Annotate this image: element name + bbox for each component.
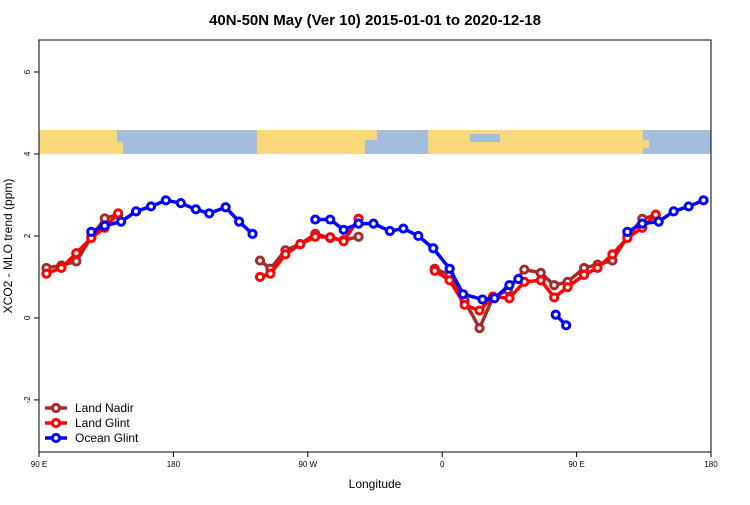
legend-swatch-point [50,402,62,414]
point [474,305,485,316]
point [325,232,336,243]
legend-label: Land Nadir [75,401,134,415]
point [398,223,409,234]
point [504,280,515,291]
point [116,216,127,227]
y-tick-label: 2 [23,233,32,238]
land-islands [117,142,123,154]
point [428,243,439,254]
point [607,249,618,260]
point [280,249,291,260]
point [338,224,349,235]
x-axis-label: Longitude [349,477,402,491]
x-tick-label: 90 W [298,460,317,469]
y-axis-label: XCO2 - MLO trend (ppm) [1,179,15,314]
point [247,228,258,240]
point [489,293,500,304]
point [160,195,172,206]
point [592,262,603,274]
point [190,204,201,215]
point [562,282,573,293]
point [175,198,186,209]
point [513,273,524,285]
point [56,262,67,274]
land-asia [39,130,117,154]
land-eurasia [428,130,643,154]
point [519,264,530,275]
point [254,255,266,266]
point [474,323,485,334]
point [637,218,648,229]
point [458,289,469,300]
point [368,218,379,229]
point [550,309,561,320]
point [353,231,364,242]
point [325,214,336,225]
point [622,226,633,237]
point [353,218,364,229]
legend-swatch-point [50,432,62,444]
point [653,216,664,227]
point [71,248,82,259]
point [220,202,231,213]
point [295,239,306,250]
point [310,214,321,225]
x-tick-label: 0 [440,460,445,469]
land-america [257,130,365,154]
land-coast [365,130,377,140]
point [477,294,488,305]
point [130,206,142,217]
point [668,206,679,217]
point [113,208,124,219]
point [444,275,455,286]
y-tick-label: -2 [23,396,32,404]
point [459,299,470,310]
point [234,216,245,227]
x-tick-label: 90 E [568,460,584,469]
point [145,201,157,212]
point [578,269,590,281]
point [698,195,709,206]
legend-swatch-point [50,417,62,429]
x-tick-label: 90 E [31,460,47,469]
point [384,225,396,237]
inland-sea [470,134,500,142]
point [204,208,215,219]
land-japan [639,140,649,148]
y-tick-label: 4 [23,151,32,156]
point [265,268,276,279]
y-tick-label: 0 [23,315,32,320]
point [71,256,82,267]
chart-title: 40N-50N May (Ver 10) 2015-01-01 to 2020-… [209,12,541,29]
point [444,263,455,274]
y-tick-label: 6 [23,69,32,74]
point [86,226,97,237]
plot-frame [38,39,712,453]
point [504,293,515,304]
point [561,320,572,331]
point [429,265,440,276]
legend-label: Ocean Glint [75,431,139,445]
point [310,231,321,242]
point [338,236,349,247]
legend-label: Land Glint [75,416,130,430]
point [549,280,560,291]
point [683,201,694,212]
x-tick-label: 180 [704,460,718,469]
x-tick-label: 180 [167,460,181,469]
point [99,220,110,231]
point [413,230,424,242]
point [254,271,266,283]
point [535,275,546,286]
point [41,268,52,279]
map-strip [39,130,711,154]
point [549,292,560,303]
